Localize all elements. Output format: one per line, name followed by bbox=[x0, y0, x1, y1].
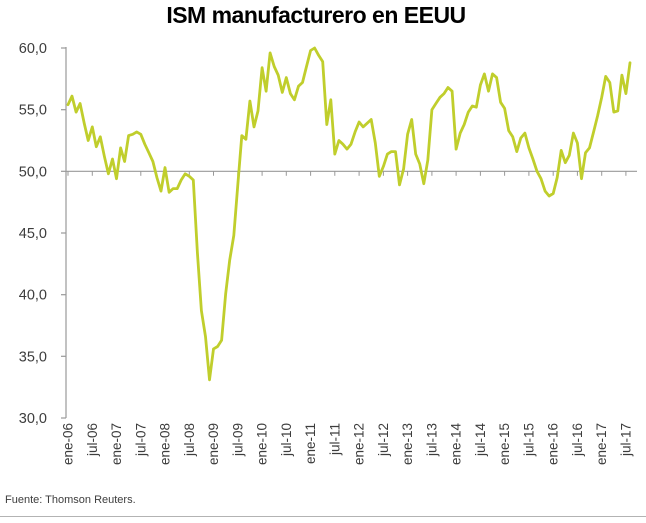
x-tick-label: jul-11 bbox=[327, 423, 342, 456]
x-tick-label: ene-13 bbox=[400, 423, 415, 465]
x-tick-label: jul-12 bbox=[376, 423, 391, 457]
x-tick-label: ene-08 bbox=[158, 423, 173, 465]
x-tick-label: jul-10 bbox=[279, 423, 294, 457]
x-tick-label: ene-09 bbox=[206, 423, 221, 465]
ism-line-chart: 60,0 55,0 50,0 45,0 40,0 35,0 30,0 ene-06 jul-06… bbox=[19, 41, 637, 466]
x-tick-label: ene-10 bbox=[255, 423, 270, 465]
chart-title: ISM manufacturero en EEUU bbox=[166, 2, 466, 28]
x-tick-label: ene-17 bbox=[594, 423, 609, 465]
y-tick-label: 60,0 bbox=[19, 41, 47, 57]
x-tick-label: ene-07 bbox=[109, 423, 124, 465]
y-tick-label: 55,0 bbox=[19, 103, 47, 119]
y-tick-label: 35,0 bbox=[19, 349, 47, 365]
x-tick-label: jul-08 bbox=[182, 423, 197, 457]
y-tick-label: 45,0 bbox=[19, 226, 47, 242]
y-tick-label: 30,0 bbox=[19, 411, 47, 427]
x-tick-label: ene-06 bbox=[61, 423, 76, 465]
x-tick-label: ene-12 bbox=[352, 423, 367, 465]
x-tick-label: jul-16 bbox=[570, 423, 585, 457]
data-line bbox=[66, 46, 632, 382]
x-tick-label: jul-15 bbox=[521, 423, 536, 457]
x-tick-label: jul-13 bbox=[424, 423, 439, 457]
x-tick-label: jul-17 bbox=[618, 423, 633, 457]
source-note: Fuente: Thomson Reuters. bbox=[5, 494, 136, 506]
bottom-divider bbox=[0, 516, 646, 517]
y-tick-label: 40,0 bbox=[19, 288, 47, 304]
x-tick-label: ene-15 bbox=[497, 423, 512, 465]
x-tick-label: jul-09 bbox=[230, 423, 245, 457]
x-tick-label: jul-07 bbox=[133, 423, 148, 457]
x-tick-label: ene-14 bbox=[449, 423, 464, 466]
x-tick-label: jul-06 bbox=[85, 423, 100, 457]
x-tick-label: jul-14 bbox=[473, 423, 488, 458]
x-tick-label: ene-16 bbox=[546, 423, 561, 465]
x-tick-label: ene-11 bbox=[303, 423, 318, 464]
y-tick-label: 50,0 bbox=[19, 164, 47, 180]
